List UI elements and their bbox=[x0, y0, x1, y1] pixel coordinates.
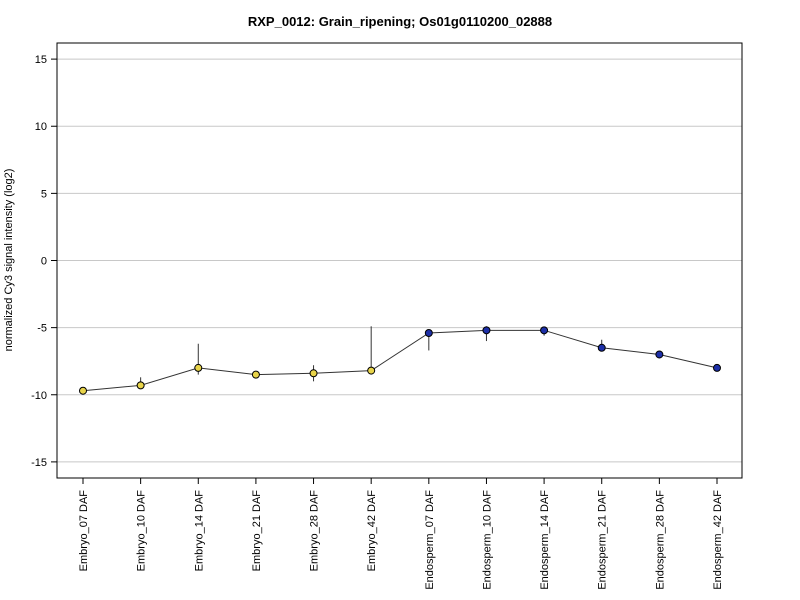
y-tick-label: -5 bbox=[37, 323, 47, 335]
data-point bbox=[309, 369, 318, 378]
x-tick-label: Embryo_07 DAF bbox=[78, 490, 90, 572]
x-tick-label: Embryo_21 DAF bbox=[251, 490, 263, 572]
x-tick-label: Endosperm_28 DAF bbox=[654, 490, 666, 590]
x-tick-label: Embryo_10 DAF bbox=[136, 490, 148, 572]
data-point bbox=[482, 326, 491, 335]
data-point bbox=[424, 329, 433, 337]
y-axis: 15 10 5 0 -5 -10 -15 bbox=[31, 54, 57, 469]
data-point bbox=[713, 363, 721, 372]
x-tick-label: Embryo_42 DAF bbox=[366, 490, 378, 572]
data-point bbox=[79, 386, 87, 395]
x-tick-label: Endosperm_10 DAF bbox=[481, 490, 493, 590]
x-tick-label: Embryo_14 DAF bbox=[193, 490, 205, 572]
x-tick-label: Endosperm_21 DAF bbox=[597, 490, 609, 590]
data-point bbox=[194, 363, 203, 372]
data-point bbox=[136, 381, 145, 390]
x-axis: Embryo_07 DAF Embryo_10 DAF Embryo_14 DAF E… bbox=[78, 478, 724, 590]
data-point bbox=[597, 343, 606, 352]
gridlines bbox=[57, 58, 742, 463]
y-tick-label: 5 bbox=[41, 188, 47, 200]
data-series bbox=[79, 326, 721, 395]
x-tick-label: Endosperm_42 DAF bbox=[712, 490, 724, 590]
x-tick-label: Embryo_28 DAF bbox=[309, 490, 321, 572]
series-line bbox=[82, 329, 718, 392]
data-point bbox=[655, 350, 664, 359]
data-point bbox=[367, 366, 376, 375]
x-tick-label: Endosperm_14 DAF bbox=[539, 490, 551, 590]
y-tick-label: -15 bbox=[31, 457, 47, 469]
chart-title: RXP_0012: Grain_ripening; Os01g0110200_0… bbox=[248, 14, 552, 29]
y-tick-label: 10 bbox=[35, 121, 47, 133]
y-tick-label: 0 bbox=[41, 256, 47, 268]
data-point bbox=[251, 370, 260, 379]
y-tick-label: 15 bbox=[35, 54, 47, 66]
data-point bbox=[540, 326, 549, 335]
y-tick-label: -10 bbox=[31, 390, 47, 402]
x-tick-label: Endosperm_07 DAF bbox=[424, 490, 436, 590]
y-axis-label: normalized Cy3 signal intensity (log2) bbox=[3, 169, 15, 352]
